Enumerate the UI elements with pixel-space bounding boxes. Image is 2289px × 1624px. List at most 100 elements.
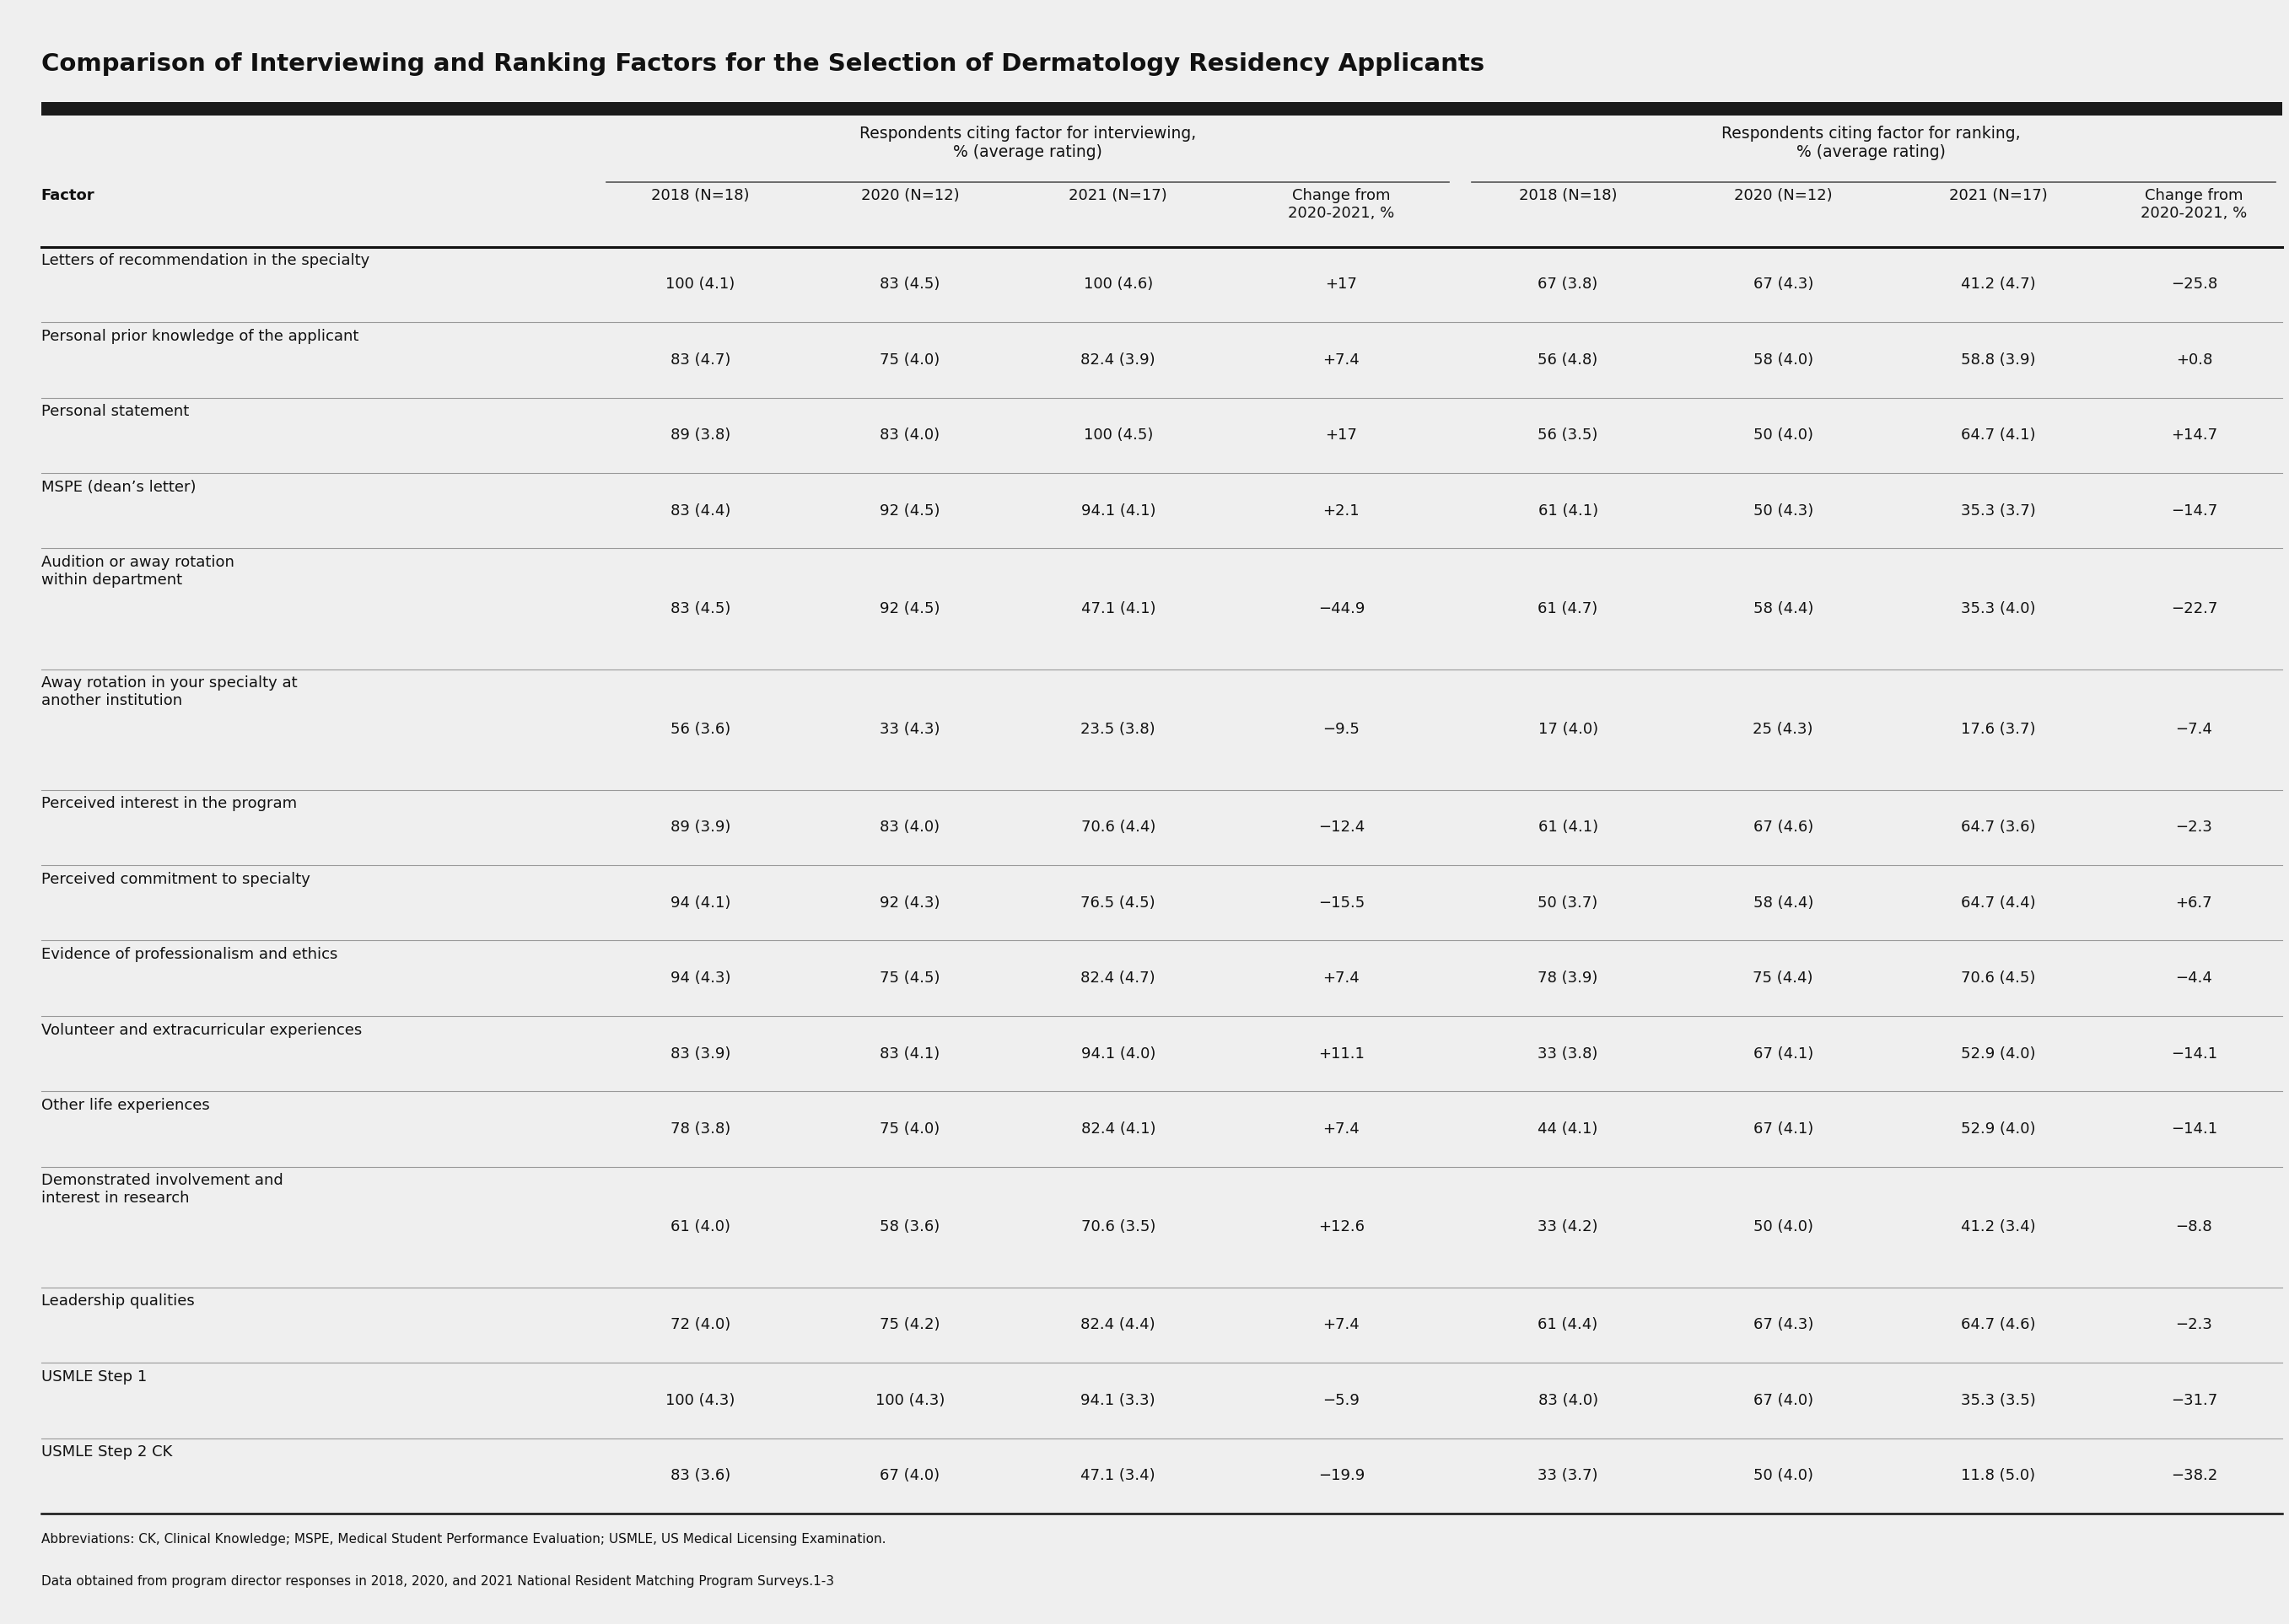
Text: 33 (3.7): 33 (3.7): [1538, 1468, 1598, 1483]
Text: 50 (4.0): 50 (4.0): [1753, 1220, 1813, 1234]
Text: Audition or away rotation
within department: Audition or away rotation within departm…: [41, 555, 233, 588]
Text: +7.4: +7.4: [1323, 1317, 1360, 1333]
Text: 52.9 (4.0): 52.9 (4.0): [1962, 1046, 2035, 1060]
Text: 100 (4.5): 100 (4.5): [1083, 427, 1154, 443]
Text: +11.1: +11.1: [1318, 1046, 1364, 1060]
Text: −44.9: −44.9: [1318, 601, 1364, 617]
Text: 83 (4.0): 83 (4.0): [1538, 1393, 1598, 1408]
Text: 64.7 (4.4): 64.7 (4.4): [1962, 895, 2035, 911]
Text: 52.9 (4.0): 52.9 (4.0): [1962, 1122, 2035, 1137]
Text: +0.8: +0.8: [2177, 352, 2211, 367]
Text: 100 (4.3): 100 (4.3): [666, 1393, 735, 1408]
Text: 92 (4.5): 92 (4.5): [879, 503, 941, 518]
Text: −14.7: −14.7: [2170, 503, 2218, 518]
Text: 64.7 (4.1): 64.7 (4.1): [1962, 427, 2035, 443]
Text: 78 (3.8): 78 (3.8): [671, 1122, 730, 1137]
Text: Personal prior knowledge of the applicant: Personal prior knowledge of the applican…: [41, 328, 359, 344]
Text: Demonstrated involvement and
interest in research: Demonstrated involvement and interest in…: [41, 1173, 284, 1207]
Text: +6.7: +6.7: [2175, 895, 2213, 911]
Text: 17 (4.0): 17 (4.0): [1538, 721, 1598, 737]
Text: Data obtained from program director responses in 2018, 2020, and 2021 National R: Data obtained from program director resp…: [41, 1575, 833, 1588]
Text: 82.4 (3.9): 82.4 (3.9): [1080, 352, 1156, 367]
Text: Change from
2020-2021, %: Change from 2020-2021, %: [1289, 188, 1394, 221]
Text: 82.4 (4.7): 82.4 (4.7): [1080, 971, 1156, 986]
Text: 58 (4.4): 58 (4.4): [1753, 895, 1813, 911]
Text: Personal statement: Personal statement: [41, 404, 190, 419]
Text: 82.4 (4.1): 82.4 (4.1): [1080, 1122, 1156, 1137]
Text: −5.9: −5.9: [1323, 1393, 1360, 1408]
Text: Perceived commitment to specialty: Perceived commitment to specialty: [41, 872, 309, 887]
Text: 25 (4.3): 25 (4.3): [1753, 721, 1813, 737]
Text: 61 (4.7): 61 (4.7): [1538, 601, 1598, 617]
Text: 75 (4.2): 75 (4.2): [879, 1317, 941, 1333]
Text: 67 (3.8): 67 (3.8): [1538, 278, 1598, 292]
Text: 83 (4.1): 83 (4.1): [879, 1046, 941, 1060]
Text: 33 (4.3): 33 (4.3): [879, 721, 941, 737]
Text: Leadership qualities: Leadership qualities: [41, 1294, 195, 1309]
Text: 2020 (N=12): 2020 (N=12): [1735, 188, 1831, 203]
Text: 75 (4.0): 75 (4.0): [879, 1122, 941, 1137]
Text: 92 (4.5): 92 (4.5): [879, 601, 941, 617]
Text: 100 (4.3): 100 (4.3): [874, 1393, 945, 1408]
Text: 70.6 (4.5): 70.6 (4.5): [1962, 971, 2035, 986]
Text: −2.3: −2.3: [2175, 1317, 2213, 1333]
Text: 92 (4.3): 92 (4.3): [879, 895, 941, 911]
Text: −15.5: −15.5: [1318, 895, 1364, 911]
Text: −31.7: −31.7: [2170, 1393, 2218, 1408]
Text: 83 (4.0): 83 (4.0): [879, 820, 941, 835]
Text: 94 (4.1): 94 (4.1): [671, 895, 730, 911]
Text: 50 (4.0): 50 (4.0): [1753, 427, 1813, 443]
Text: −14.1: −14.1: [2170, 1122, 2218, 1137]
Text: +7.4: +7.4: [1323, 352, 1360, 367]
Text: 56 (3.6): 56 (3.6): [671, 721, 730, 737]
Text: 83 (4.4): 83 (4.4): [671, 503, 730, 518]
Text: 70.6 (3.5): 70.6 (3.5): [1080, 1220, 1156, 1234]
Text: +7.4: +7.4: [1323, 1122, 1360, 1137]
Text: 33 (3.8): 33 (3.8): [1538, 1046, 1598, 1060]
Text: 75 (4.4): 75 (4.4): [1753, 971, 1813, 986]
Text: 83 (4.0): 83 (4.0): [879, 427, 941, 443]
Text: 61 (4.1): 61 (4.1): [1538, 820, 1598, 835]
Text: Factor: Factor: [41, 188, 94, 203]
Text: Respondents citing factor for ranking,
% (average rating): Respondents citing factor for ranking, %…: [1721, 125, 2021, 161]
Text: 64.7 (3.6): 64.7 (3.6): [1962, 820, 2035, 835]
Text: −7.4: −7.4: [2175, 721, 2213, 737]
Text: 67 (4.1): 67 (4.1): [1753, 1046, 1813, 1060]
Text: −4.4: −4.4: [2175, 971, 2213, 986]
Text: 11.8 (5.0): 11.8 (5.0): [1962, 1468, 2035, 1483]
Text: +12.6: +12.6: [1318, 1220, 1364, 1234]
Text: 67 (4.6): 67 (4.6): [1753, 820, 1813, 835]
Text: 56 (4.8): 56 (4.8): [1538, 352, 1598, 367]
Text: 2021 (N=17): 2021 (N=17): [1069, 188, 1167, 203]
Text: 33 (4.2): 33 (4.2): [1538, 1220, 1598, 1234]
Text: 100 (4.1): 100 (4.1): [666, 278, 735, 292]
Text: Respondents citing factor for interviewing,
% (average rating): Respondents citing factor for interviewi…: [858, 125, 1197, 161]
Text: 67 (4.3): 67 (4.3): [1753, 1317, 1813, 1333]
Text: Abbreviations: CK, Clinical Knowledge; MSPE, Medical Student Performance Evaluat: Abbreviations: CK, Clinical Knowledge; M…: [41, 1533, 886, 1546]
Text: 58 (4.4): 58 (4.4): [1753, 601, 1813, 617]
Text: 47.1 (3.4): 47.1 (3.4): [1080, 1468, 1156, 1483]
Text: +17: +17: [1325, 278, 1357, 292]
Text: USMLE Step 1: USMLE Step 1: [41, 1369, 146, 1384]
Text: 41.2 (4.7): 41.2 (4.7): [1962, 278, 2035, 292]
Text: 47.1 (4.1): 47.1 (4.1): [1080, 601, 1156, 617]
Text: 83 (4.7): 83 (4.7): [671, 352, 730, 367]
Text: 50 (4.3): 50 (4.3): [1753, 503, 1813, 518]
Text: 75 (4.0): 75 (4.0): [879, 352, 941, 367]
Text: 61 (4.1): 61 (4.1): [1538, 503, 1598, 518]
Text: 94 (4.3): 94 (4.3): [671, 971, 730, 986]
Text: 94.1 (4.0): 94.1 (4.0): [1080, 1046, 1156, 1060]
Text: 2020 (N=12): 2020 (N=12): [861, 188, 959, 203]
Text: Other life experiences: Other life experiences: [41, 1098, 211, 1112]
Text: Volunteer and extracurricular experiences: Volunteer and extracurricular experience…: [41, 1023, 362, 1038]
Text: 50 (4.0): 50 (4.0): [1753, 1468, 1813, 1483]
Text: 67 (4.3): 67 (4.3): [1753, 278, 1813, 292]
Text: −22.7: −22.7: [2170, 601, 2218, 617]
Text: 83 (4.5): 83 (4.5): [879, 278, 941, 292]
Text: 76.5 (4.5): 76.5 (4.5): [1080, 895, 1156, 911]
Text: 35.3 (3.7): 35.3 (3.7): [1962, 503, 2035, 518]
Text: 58 (3.6): 58 (3.6): [879, 1220, 941, 1234]
Text: −14.1: −14.1: [2170, 1046, 2218, 1060]
Text: 35.3 (4.0): 35.3 (4.0): [1962, 601, 2035, 617]
Text: 17.6 (3.7): 17.6 (3.7): [1962, 721, 2035, 737]
